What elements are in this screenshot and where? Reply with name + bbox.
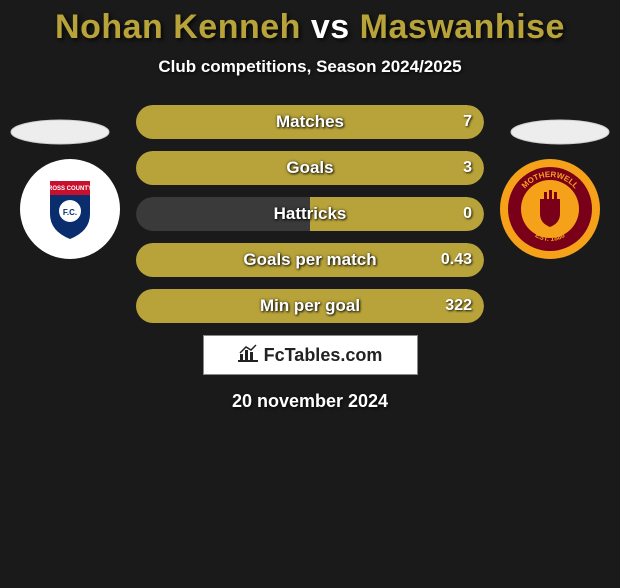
stat-value-right: 0 (463, 205, 472, 223)
stat-value-right: 322 (445, 297, 472, 315)
title-player1: Nohan Kenneh (55, 8, 301, 46)
nameplate-left (10, 119, 110, 145)
stat-row: Matches 7 (136, 105, 484, 139)
title-player2: Maswanhise (360, 8, 565, 46)
stat-label: Goals per match (243, 250, 376, 270)
stat-value-right: 3 (463, 159, 472, 177)
stats-container: Matches 7 Goals 3 Hattricks 0 Goals per match 0… (136, 99, 484, 323)
stat-row: Hattricks 0 (136, 197, 484, 231)
date: 20 november 2024 (0, 391, 620, 412)
team-badge-right: MOTHERWELL EST. 1886 (500, 159, 600, 259)
stat-label: Hattricks (274, 204, 347, 224)
stat-value-right: 7 (463, 113, 472, 131)
stat-value-right: 0.43 (441, 251, 472, 269)
title-vs: vs (301, 8, 360, 46)
chart-icon (238, 344, 258, 367)
svg-text:F.C.: F.C. (63, 208, 77, 217)
nameplate-right (510, 119, 610, 145)
stat-row: Min per goal 322 (136, 289, 484, 323)
svg-text:ROSS COUNTY: ROSS COUNTY (48, 186, 92, 192)
stat-row: Goals per match 0.43 (136, 243, 484, 277)
stat-row: Goals 3 (136, 151, 484, 185)
team-badge-left: ROSS COUNTY F.C. (20, 159, 120, 259)
comparison-content: ROSS COUNTY F.C. MOTHERWELL EST. 1886 (0, 99, 620, 412)
stat-label: Matches (276, 112, 344, 132)
stat-label: Goals (286, 158, 333, 178)
branding-text: FcTables.com (264, 345, 383, 366)
branding-box[interactable]: FcTables.com (203, 335, 418, 375)
page-title: Nohan Kenneh vs Maswanhise (0, 8, 620, 47)
stat-label: Min per goal (260, 296, 360, 316)
subtitle: Club competitions, Season 2024/2025 (0, 57, 620, 77)
